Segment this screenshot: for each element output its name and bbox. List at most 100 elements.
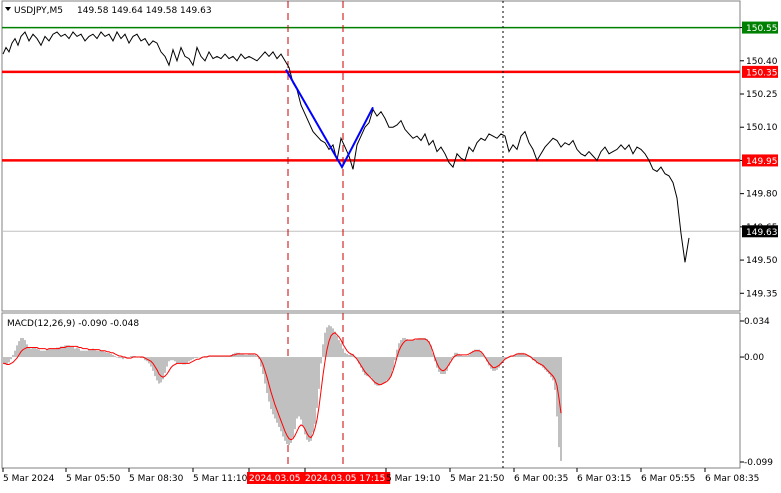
macd-bar (58, 347, 60, 358)
macd-bar (216, 355, 218, 358)
macd-bar (364, 357, 366, 376)
macd-panel[interactable] (1, 312, 741, 469)
macd-bar (420, 337, 422, 358)
macd-tick-label: -0.099 (744, 458, 773, 468)
macd-bar (158, 357, 160, 384)
level-tags: 150.55 150.35 149.95 149.63 (742, 21, 778, 238)
macd-bar (470, 352, 472, 358)
macd-bar (332, 328, 334, 358)
macd-bar (116, 357, 118, 358)
macd-bar (338, 340, 340, 358)
macd-bar (450, 357, 452, 361)
macd-bar (68, 345, 70, 358)
macd-bar (452, 355, 454, 358)
macd-bar (316, 357, 318, 408)
macd-bar (292, 357, 294, 438)
macd-bar (110, 353, 112, 358)
macd-bar (88, 349, 90, 358)
macd-bar (336, 335, 338, 358)
macd-bar (56, 347, 58, 358)
macd-bar (440, 357, 442, 375)
macd-bar (410, 340, 412, 358)
macd-bar (70, 346, 72, 358)
macd-bar (536, 357, 538, 364)
macd-bar (458, 353, 460, 358)
price-tick-label: 150.40 (746, 57, 778, 67)
macd-bar (10, 357, 12, 360)
macd-bar (142, 357, 144, 359)
macd-bar (46, 349, 48, 358)
macd-bar (236, 352, 238, 358)
macd-bar (112, 354, 114, 358)
macd-bar (274, 357, 276, 419)
macd-bar (36, 348, 38, 358)
macd-bar (550, 357, 552, 378)
macd-bar (30, 348, 32, 358)
symbol-dropdown-icon[interactable] (5, 7, 11, 11)
macd-bar (382, 357, 384, 384)
macd-bar (298, 357, 300, 417)
macd-bar (500, 357, 502, 365)
time-tag-label: 2024.03.05 (249, 474, 301, 484)
macd-bar (26, 344, 28, 358)
macd-bar (38, 349, 40, 358)
macd-bar (260, 357, 262, 367)
trend-lines (285, 69, 374, 170)
macd-bar (196, 357, 198, 359)
macd-bar (224, 355, 226, 358)
symbol-label: USDJPY,M5 (14, 6, 63, 16)
macd-bar (408, 340, 410, 358)
macd-bar (254, 354, 256, 358)
time-tick-label: 5 Mar 11:10 (193, 474, 248, 484)
macd-bar (214, 355, 216, 358)
macd-bar (386, 357, 388, 381)
macd-bar (268, 357, 270, 402)
macd-bar (394, 357, 396, 361)
macd-bar (174, 357, 176, 362)
macd-bar (516, 353, 518, 358)
macd-bar (282, 357, 284, 437)
macd-bar (258, 357, 260, 360)
macd-bar (330, 326, 332, 358)
macd-bar (416, 339, 418, 358)
macd-bar (280, 357, 282, 432)
macd-bar (404, 337, 406, 358)
macd-bar (82, 350, 84, 358)
macd-bar (172, 357, 174, 361)
macd-bar (488, 357, 490, 366)
time-tag-label: 2024.03.05 17:15 (305, 474, 385, 484)
macd-bar (524, 353, 526, 358)
macd-bar (184, 357, 186, 365)
macd-bar (218, 355, 220, 358)
macd-bar (22, 337, 24, 358)
time-tag-bg (303, 472, 391, 484)
time-tick-label: 6 Mar 05:55 (641, 474, 695, 484)
macd-bar (124, 357, 126, 359)
macd-bar (504, 357, 506, 360)
macd-tick-label: 0.034 (744, 317, 770, 327)
macd-bar (348, 354, 350, 358)
macd-bar (384, 357, 386, 383)
level-tag-150.35 (742, 65, 778, 78)
macd-bar (402, 337, 404, 358)
macd-bar (190, 357, 192, 361)
macd-bar (100, 350, 102, 358)
macd-bar (74, 348, 76, 358)
level-tag-label: 150.55 (746, 24, 778, 34)
macd-bar (548, 357, 550, 375)
macd-bar (52, 348, 54, 358)
macd-bar (414, 340, 416, 358)
macd-bar (120, 357, 122, 359)
price-panel[interactable] (1, 0, 741, 312)
macd-bar (288, 357, 290, 446)
macd-bar (360, 357, 362, 368)
macd-signal (3, 332, 562, 441)
macd-bar (422, 337, 424, 358)
macd-bar (228, 355, 230, 358)
macd-label: MACD(12,26,9) -0.090 -0.048 (7, 319, 139, 329)
macd-bar (130, 355, 132, 358)
time-tick-label: 5 Mar 21:50 (450, 474, 505, 484)
macd-bar (256, 355, 258, 358)
price-tick-label: 149.50 (746, 256, 778, 266)
macd-bar (494, 357, 496, 371)
